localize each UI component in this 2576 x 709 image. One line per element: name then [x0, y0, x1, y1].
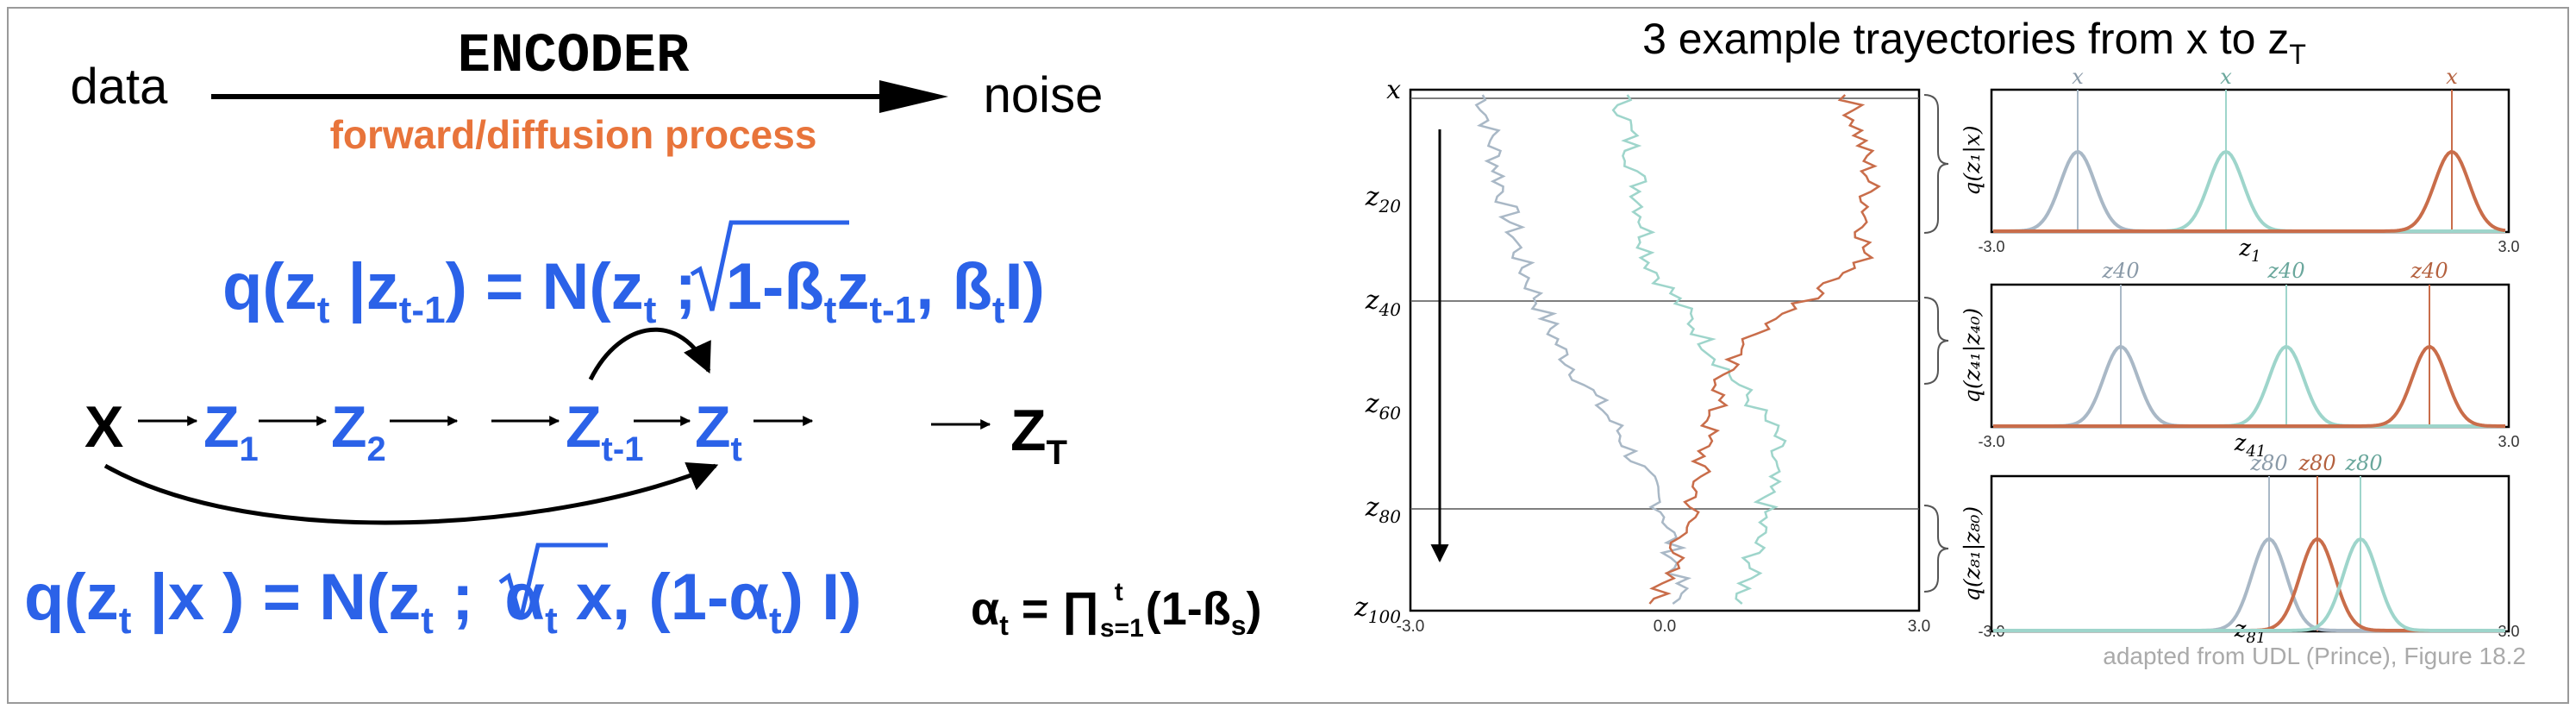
trajectory-title: 3 example trayectories from x to zT	[1642, 15, 2306, 70]
ylabel-z40: z40	[1365, 285, 1402, 320]
eq2-text: q(zt |x ) = N(zt ; αt x, (1-αt) I)	[24, 561, 862, 642]
forward-arrow-head	[879, 80, 948, 113]
curved-direct-arrow	[103, 461, 719, 525]
panel-1: q(z₁|x) z1 -3.0 3.0 x x x	[1960, 65, 2520, 266]
panel-2-ylabel: q(z₄₁|z₄₀)	[1960, 308, 1985, 403]
panel-3-ylabel: q(z₈₁|z₈₀)	[1960, 506, 1985, 601]
eq2-sqrt-sign	[498, 543, 608, 620]
panel-2-peak-label-orange: z40	[2410, 259, 2448, 283]
panel-3-gaussian-teal	[1993, 536, 2505, 632]
alpha-def-text: αt = ∏s=1t (1-ßs)	[971, 578, 1262, 643]
panel-1-tick-left: -3.0	[1978, 238, 2004, 255]
ylabel-z60: z60	[1365, 389, 1402, 424]
panel-2-gaussian-orange	[1993, 345, 2505, 428]
credit-text: adapted from UDL (Prince), Figure 18.2	[2103, 643, 2526, 669]
eq1-text: q(zt |zt-1) = N(zt ; 1-ßtzt-1, ßtI)	[222, 250, 1045, 331]
panel-2-tick-right: 3.0	[2498, 433, 2519, 450]
equation-q-step: q(zt |zt-1) = N(zt ; 1-ßtzt-1, ßtI)	[222, 220, 1045, 331]
panel-3-peak-label-gray: z80	[2249, 451, 2287, 475]
noise-label: noise	[984, 67, 1104, 123]
ylabel-z100: z100	[1354, 593, 1401, 627]
panel-2-tick-left: -3.0	[1978, 433, 2004, 450]
data-label: data	[71, 59, 169, 115]
panel-1-peak-label-gray: x	[2072, 65, 2084, 89]
chain-zt: Zt	[695, 394, 742, 468]
panel-2-peak-label-gray: z40	[2101, 259, 2139, 283]
encoder-title: ENCODER	[458, 26, 690, 88]
curved-step-arrow	[588, 327, 711, 381]
trajectory-plot: x z20 z40 z60 z80 z100 -3.0 0.0 3.0	[1354, 75, 1930, 636]
panel-1-xlabel: z1	[2238, 235, 2260, 266]
panel-3-tick-right: 3.0	[2498, 623, 2519, 640]
panel-3: q(z₈₁|z₈₀) z81 -3.0 3.0 z80 z80 z80	[1960, 451, 2520, 647]
panel-3-peak-label-teal: z80	[2344, 451, 2382, 475]
panel-1-peak-label-orange: x	[2446, 65, 2458, 89]
equation-q-marginal: q(zt |x ) = N(zt ; αt x, (1-αt) I)	[24, 543, 862, 642]
panel-3-axes	[1990, 474, 2510, 633]
trajectory-orange	[1648, 94, 1881, 605]
eq1-sqrt-sign	[690, 220, 849, 311]
panel-1-gaussian-orange	[1993, 150, 2506, 233]
chain-z1: Z1	[203, 394, 259, 468]
brace-panel-1	[1923, 94, 1949, 234]
braces	[1923, 94, 1949, 593]
panel-2: q(z₄₁|z₄₀) z41 -3.0 3.0 z40 z40 z40	[1960, 259, 2520, 461]
panel-2-xlabel: z41	[2234, 430, 2267, 461]
chain-zT: ZT	[1010, 398, 1067, 472]
panel-1-peak-label-teal: x	[2220, 65, 2232, 89]
panel-1-tick-right: 3.0	[2498, 238, 2519, 255]
chain-z2: Z2	[331, 394, 386, 468]
trajectory-teal	[1611, 94, 1787, 605]
trajectory-gray	[1474, 94, 1692, 605]
conditional-panels: q(z₁|x) z1 -3.0 3.0 x x x q(z₄₁|z₄₀) z41…	[1960, 65, 2520, 647]
xtick-neg3: -3.0	[1397, 618, 1425, 636]
brace-panel-3	[1923, 505, 1949, 593]
brace-panel-2	[1923, 297, 1949, 385]
xtick-0: 0.0	[1654, 618, 1676, 636]
forward-process-subtitle: forward/diffusion process	[330, 112, 817, 157]
panel-1-ylabel: q(z₁|x)	[1960, 125, 1985, 195]
trajectory-axes	[1409, 88, 1921, 612]
chain-x: X	[84, 394, 123, 460]
panel-3-tick-left: -3.0	[1978, 623, 2004, 640]
xtick-3: 3.0	[1908, 618, 1930, 636]
alpha-definition: αt = ∏s=1t (1-ßs)	[971, 578, 1262, 643]
ylabel-z20: z20	[1365, 182, 1402, 216]
panel-2-peak-label-teal: z40	[2267, 259, 2304, 283]
markov-chain: X Z1 Z2 Zt-1 Zt ZT	[84, 327, 1067, 525]
chain-ztm1: Zt-1	[566, 394, 643, 468]
encoder-header: ENCODER data noise forward/diffusion pro…	[71, 26, 1104, 157]
panel-2-axes	[1990, 283, 2510, 429]
ylabel-z80: z80	[1365, 493, 1402, 527]
panel-3-peak-label-orange: z80	[2298, 451, 2335, 475]
ylabel-x: x	[1386, 75, 1401, 105]
